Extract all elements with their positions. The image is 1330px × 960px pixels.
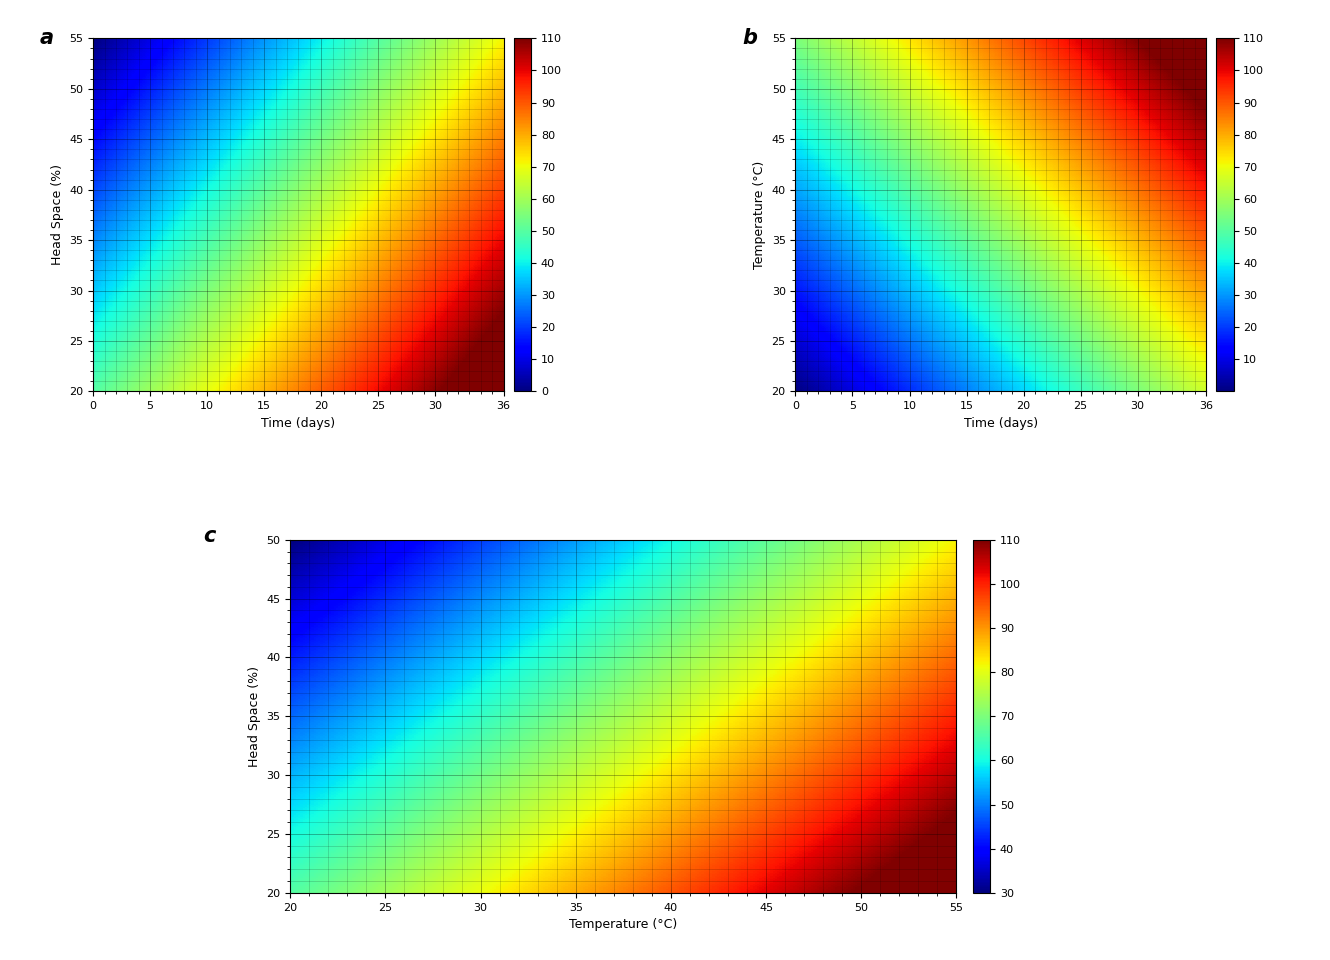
X-axis label: Time (days): Time (days) <box>964 417 1037 430</box>
Y-axis label: Head Space (%): Head Space (%) <box>51 164 64 265</box>
X-axis label: Time (days): Time (days) <box>261 417 335 430</box>
Y-axis label: Head Space (%): Head Space (%) <box>247 666 261 767</box>
Text: b: b <box>742 28 757 48</box>
Text: a: a <box>40 28 53 48</box>
X-axis label: Temperature (°C): Temperature (°C) <box>569 918 677 931</box>
Text: c: c <box>203 526 215 545</box>
Y-axis label: Temperature (°C): Temperature (°C) <box>753 161 766 269</box>
